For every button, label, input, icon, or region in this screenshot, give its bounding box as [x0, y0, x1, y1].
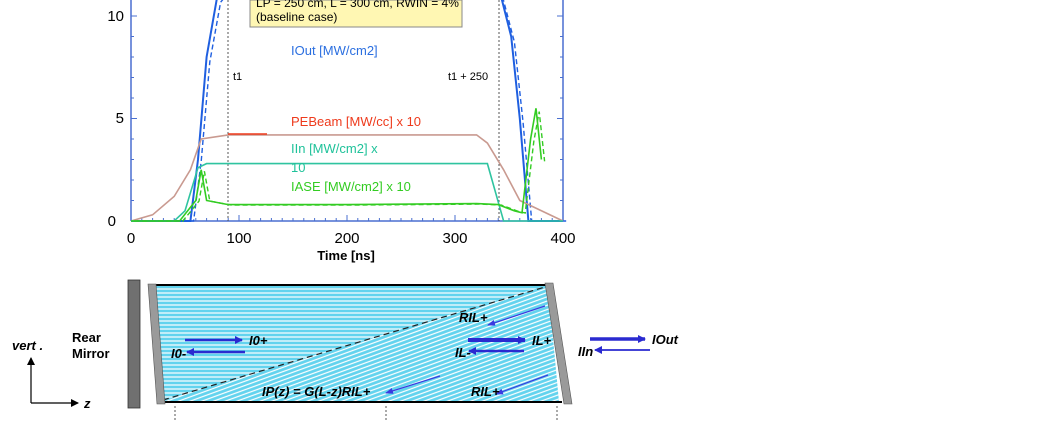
series-line-1: [130, 134, 564, 222]
y-tick-label: 0: [108, 213, 116, 230]
iin-label-line1: IIn [MW/cm2] x: [291, 141, 378, 156]
gain-medium-lower: [158, 285, 559, 402]
pebeam-label: PEBeam [MW/cc] x 10: [291, 114, 421, 129]
x-tick-label: 0: [127, 230, 135, 247]
vert-label: vert .: [12, 338, 43, 353]
i0minus-label: I0-: [171, 346, 186, 361]
rilplus-top-arrow: [487, 305, 546, 326]
iout-label: IOut [MW/cm2]: [291, 43, 378, 58]
z-label: z: [83, 396, 91, 411]
iin-ext-label: IIn: [578, 344, 593, 359]
x-axis-title: Time [ns]: [317, 248, 375, 263]
x-tick-label: 400: [550, 230, 575, 247]
i0plus-label: I0+: [249, 333, 268, 348]
laser-cavity-schematic: Rear Mirror vert . z I0+ I0- IL+ IL- RIL…: [12, 279, 679, 420]
time-history-chart: 0 5 10 0 100 200 300 400 Time [ns] t1 t1…: [107, 0, 576, 263]
y-tick-label: 5: [116, 110, 124, 127]
x-tick-label: 200: [334, 230, 359, 247]
baseline-box: [249, 0, 463, 28]
y-tick-label: 10: [107, 8, 124, 25]
rear-mirror-label-2: Mirror: [72, 346, 110, 361]
rilplus-bottom-arrow: [495, 374, 549, 395]
x-tick-label: 300: [442, 230, 467, 247]
ipz-label: IP(z) = G(L-z)RIL+: [262, 384, 371, 399]
series-line-0-variant: [134, 0, 567, 222]
t1-label: t1: [233, 71, 242, 83]
ipz-arrow: [385, 375, 441, 394]
ilplus-label: IL+: [532, 333, 552, 348]
ilminus-label: IL-: [455, 345, 471, 360]
rilplus-bottom-label: RIL+: [471, 384, 500, 399]
baseline-box-line2: (baseline case): [256, 10, 337, 24]
chart-series: [130, 0, 567, 222]
output-window: [544, 282, 573, 405]
rilplus-top-label: RIL+: [459, 310, 488, 325]
baseline-box-line1: LP = 250 cm, L = 300 cm, RWIN = 4%: [256, 0, 459, 10]
iase-label: IASE [MW/cm2] x 10: [291, 179, 411, 194]
iout-ext-label: IOut: [652, 332, 679, 347]
beam-diagonal: [162, 286, 546, 401]
t1-plus-250-label: t1 + 250: [448, 71, 488, 83]
series-line-3-variant: [134, 111, 546, 222]
gain-medium-upper: [151, 285, 548, 402]
rear-mirror-label-1: Rear: [72, 330, 101, 345]
rear-mirror: [127, 279, 141, 409]
series-line-2: [131, 162, 563, 222]
rear-window: [147, 283, 166, 405]
iin-label-line2: 10: [291, 160, 305, 175]
x-tick-label: 100: [226, 230, 251, 247]
